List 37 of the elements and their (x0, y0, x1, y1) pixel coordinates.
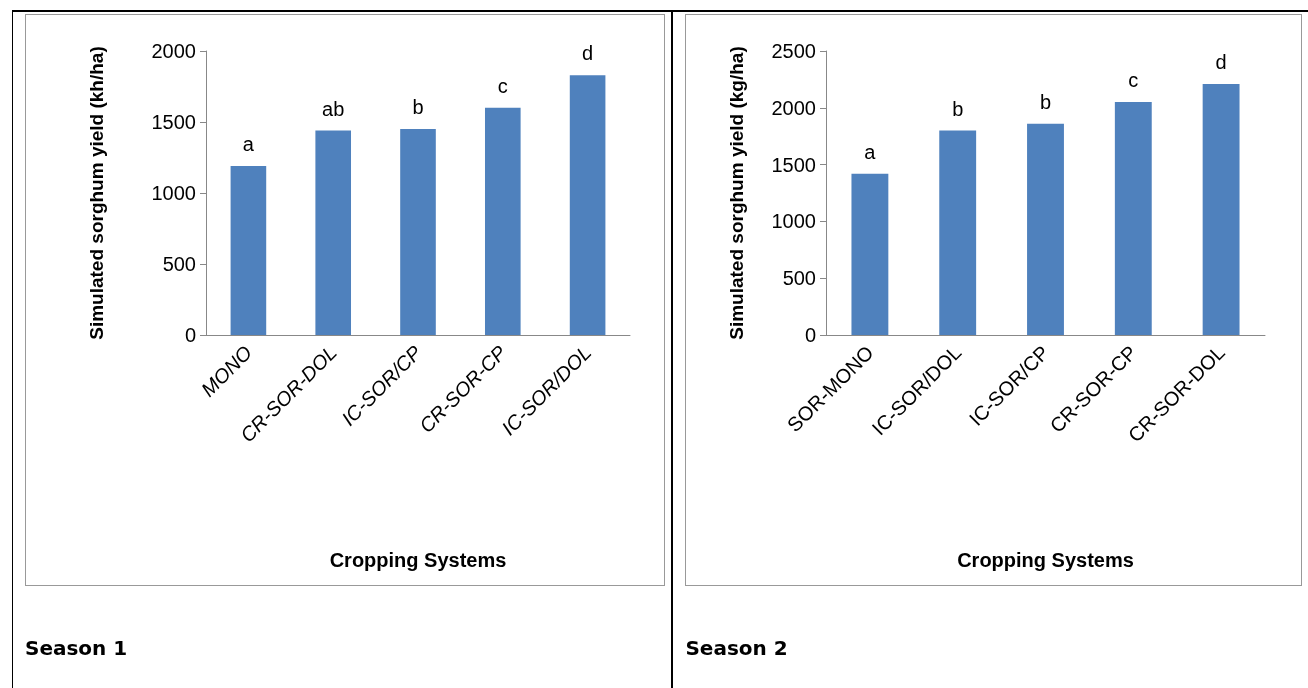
x-axis-title: Cropping Systems (329, 549, 507, 571)
annotation: ab (322, 97, 345, 120)
y-tick-label: 1000 (151, 182, 196, 204)
bar (1203, 83, 1241, 335)
bar (484, 107, 521, 335)
y-axis-title: Simulated sorghum yield (kh/ha) (86, 46, 107, 340)
text: Season 1 (25, 636, 128, 660)
y-tick-label: 0 (805, 324, 817, 346)
bar (400, 129, 436, 335)
annotation: c (497, 74, 508, 97)
bar (230, 166, 267, 335)
annotation: b (1040, 90, 1052, 113)
y-tick-label: 2500 (771, 40, 817, 62)
annotation: a (242, 133, 255, 156)
bar (569, 75, 606, 335)
bar (851, 173, 889, 335)
bar (1115, 102, 1153, 335)
text: Season 2 (685, 636, 788, 660)
y-tick-label: 1000 (771, 210, 817, 233)
y-tick-label: 1500 (771, 153, 817, 176)
bar (315, 130, 352, 335)
y-tick-label: 1500 (151, 111, 196, 133)
x-axis-title: Cropping Systems (957, 549, 1135, 571)
annotation: d (1216, 50, 1228, 73)
bar (1027, 123, 1065, 335)
y-tick-label: 2000 (771, 96, 817, 119)
annotation: c (1128, 69, 1139, 92)
y-tick-label: 2000 (151, 40, 196, 62)
annotation: a (864, 140, 877, 163)
bar (939, 130, 977, 335)
annotation: b (952, 97, 964, 120)
y-axis-title: Simulated sorghum yield (kg/ha) (726, 46, 748, 340)
annotation: b (412, 96, 424, 119)
y-tick-label: 500 (162, 253, 196, 275)
y-tick-label: 500 (783, 267, 817, 290)
annotation: d (582, 42, 594, 65)
y-tick-label: 0 (184, 324, 196, 346)
